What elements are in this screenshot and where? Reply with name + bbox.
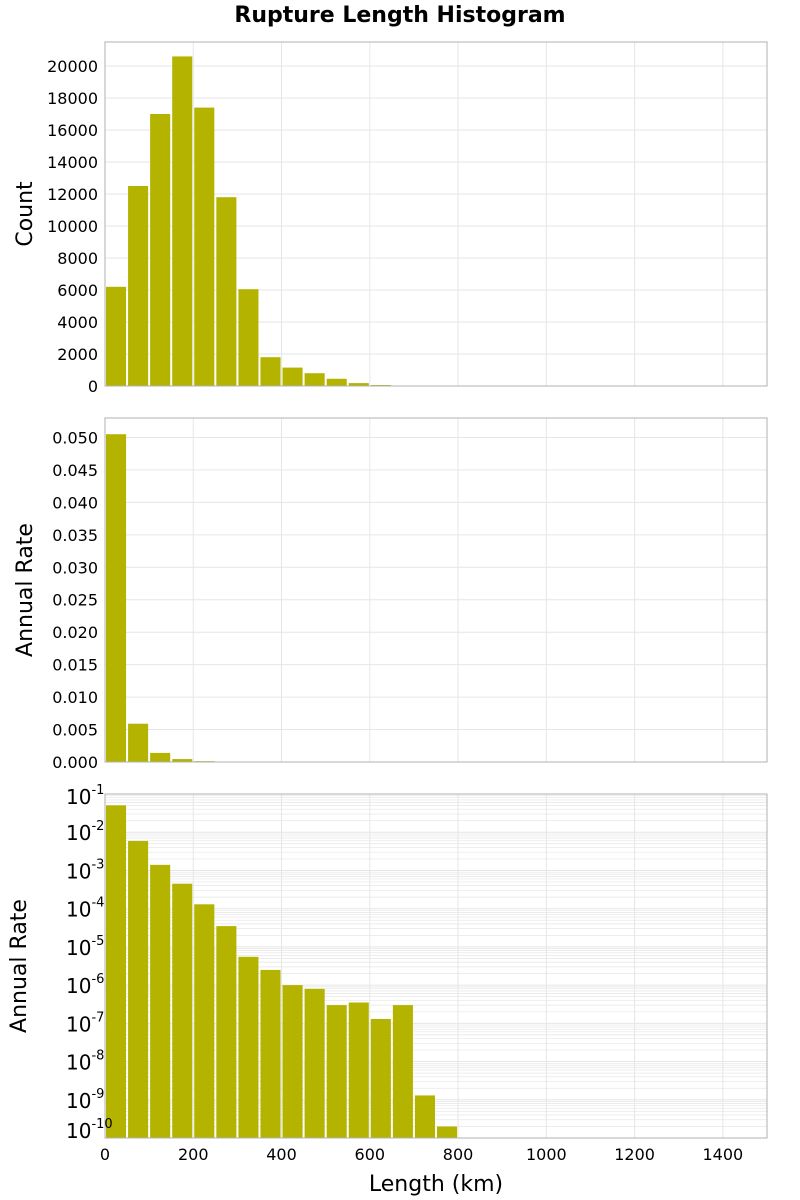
histogram-bar: [282, 985, 303, 1138]
y-tick-label: 0.005: [52, 721, 98, 740]
y-tick-label: 0.015: [52, 656, 98, 675]
histogram-bar: [392, 1005, 413, 1138]
x-axis-label: Length (km): [369, 1172, 503, 1197]
y-tick-label: 0.040: [52, 493, 98, 512]
plot-frame: [104, 793, 768, 1139]
histogram-bar: [128, 840, 149, 1138]
histogram-bar: [194, 107, 215, 386]
y-tick-label: 0.050: [52, 428, 98, 447]
plot-frame: [104, 41, 768, 387]
histogram-bar: [172, 759, 193, 762]
histogram-bar: [370, 1018, 391, 1138]
x-tick-label: 400: [266, 1145, 297, 1164]
y-tick-label: 10-6: [66, 972, 104, 998]
y-tick-label: 14000: [47, 153, 98, 172]
x-tick-label: 600: [355, 1145, 386, 1164]
histogram-bar: [348, 383, 369, 386]
rate-log-panel: 10-1010-910-810-710-610-510-410-310-210-…: [7, 783, 768, 1164]
x-tick-label: 1000: [526, 1145, 567, 1164]
x-tick-label: 0: [100, 1145, 110, 1164]
histogram-bar: [437, 1126, 458, 1138]
y-tick-label: 10-7: [66, 1010, 104, 1036]
histogram-bar: [238, 956, 259, 1138]
x-tick-label: 200: [178, 1145, 209, 1164]
histogram-bar: [216, 926, 237, 1138]
y-tick-label: 0.035: [52, 526, 98, 545]
chart-title: Rupture Length Histogram: [234, 3, 566, 28]
y-tick-label: 0.030: [52, 558, 98, 577]
y-axis-label: Annual Rate: [7, 899, 32, 1033]
histogram-bar: [260, 357, 281, 386]
y-tick-label: 2000: [57, 345, 98, 364]
y-tick-label: 0.010: [52, 688, 98, 707]
histogram-bar: [106, 805, 127, 1138]
histogram-bar: [128, 186, 149, 386]
y-tick-label: 0.045: [52, 461, 98, 480]
y-tick-label: 0.020: [52, 623, 98, 642]
y-tick-label: 10-8: [66, 1049, 104, 1075]
rate-linear-panel: 0.000 0.005 0.010 0.015 0.020 0.025 0.030 0.035…: [13, 417, 768, 772]
y-tick-label: 10-5: [66, 934, 104, 960]
histogram-bar: [304, 373, 325, 386]
y-tick-label: 20000: [47, 57, 98, 76]
y-tick-label: 10000: [47, 217, 98, 236]
histogram-bar: [260, 969, 281, 1138]
y-axis-label: Annual Rate: [13, 523, 38, 657]
histogram-bar: [216, 197, 237, 386]
y-tick-label: 12000: [47, 185, 98, 204]
y-tick-label: 10-2: [66, 819, 104, 845]
histogram-bar: [172, 56, 193, 387]
histogram-bar: [348, 1002, 369, 1138]
y-tick-label: 0.025: [52, 591, 98, 610]
histogram-bar: [150, 114, 171, 386]
y-tick-label: 10-9: [66, 1087, 104, 1113]
x-tick-label: 1200: [614, 1145, 655, 1164]
y-tick-label: 10-4: [66, 896, 104, 922]
y-tick-label: 10-3: [66, 857, 104, 883]
histogram-bar: [172, 883, 193, 1138]
histogram-bar: [106, 434, 127, 762]
y-tick-label: 6000: [57, 281, 98, 300]
histogram-bar: [238, 289, 259, 386]
y-tick-label: 18000: [47, 89, 98, 108]
histogram-bar: [106, 286, 127, 386]
histogram-bar: [326, 378, 347, 386]
histogram-bar: [282, 367, 303, 386]
y-tick-label: 10-10: [66, 1117, 113, 1143]
histogram-bar: [304, 988, 325, 1138]
histogram-bar: [414, 1095, 435, 1138]
y-axis-label: Count: [13, 181, 38, 247]
x-tick-label: 1400: [703, 1145, 744, 1164]
histogram-bar: [150, 752, 171, 762]
y-tick-label: 16000: [47, 121, 98, 140]
histogram-bar: [128, 723, 149, 762]
y-tick-label: 0: [88, 377, 98, 396]
plot-frame: [104, 417, 768, 763]
y-tick-label: 0.000: [52, 753, 98, 772]
y-tick-label: 10-1: [66, 783, 104, 809]
x-tick-label: 800: [443, 1145, 474, 1164]
count-panel: 0 2000 4000 6000 8000 10000 12000 14000 16000 180…: [13, 41, 768, 396]
histogram-bar: [194, 904, 215, 1138]
histogram-bar: [326, 1005, 347, 1138]
y-tick-label: 4000: [57, 313, 98, 332]
y-tick-label: 8000: [57, 249, 98, 268]
histogram-bar: [150, 864, 171, 1138]
